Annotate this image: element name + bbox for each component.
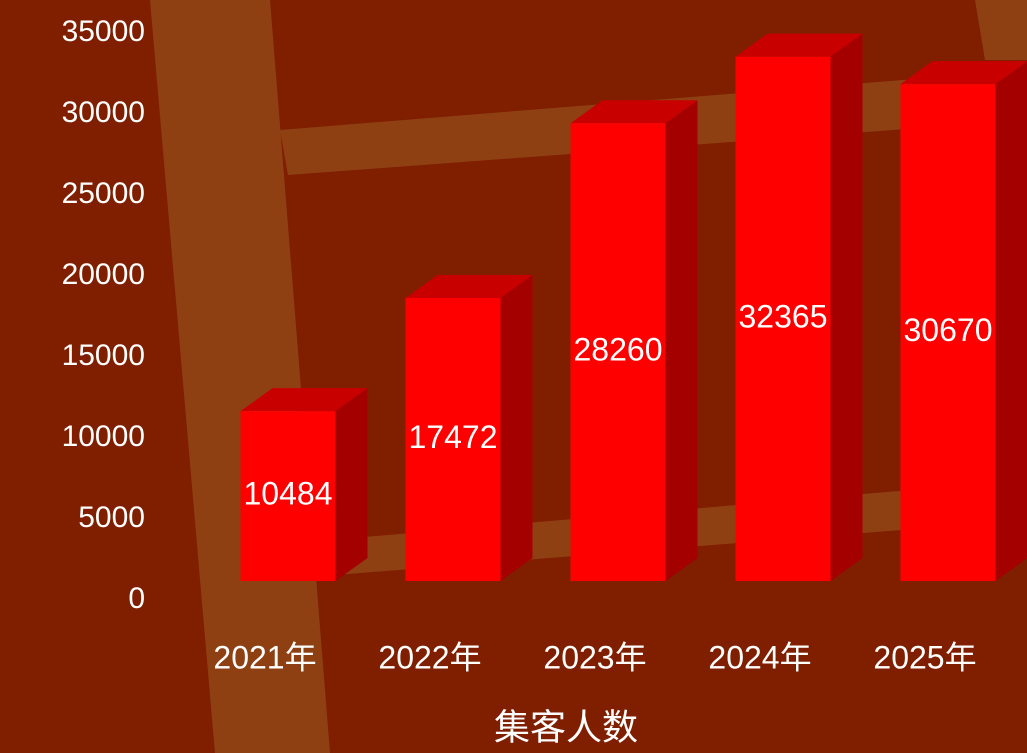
x-tick-label: 2024年 (708, 639, 811, 675)
x-tick-label: 2022年 (378, 639, 481, 675)
y-tick-label: 15000 (62, 339, 145, 372)
y-tick-label: 5000 (78, 501, 145, 534)
background-stripe (975, 0, 1027, 60)
y-tick-label: 35000 (62, 15, 145, 48)
bar-top (240, 388, 368, 412)
value-label: 17472 (409, 419, 498, 455)
bar-top (570, 100, 698, 124)
bar-top (405, 274, 533, 298)
bar-side (830, 33, 863, 581)
bar-side (500, 274, 533, 581)
bar-side (665, 100, 698, 582)
y-tick-label: 10000 (62, 420, 145, 453)
y-tick-label: 0 (128, 582, 145, 615)
bar-side (995, 61, 1027, 581)
bar-side (335, 388, 368, 581)
axis-title: 集客人数 (494, 707, 638, 748)
bar (405, 297, 501, 581)
y-tick-label: 20000 (62, 258, 145, 291)
value-label: 28260 (574, 332, 663, 368)
value-label: 10484 (244, 476, 333, 512)
x-tick-label: 2021年 (213, 639, 316, 675)
x-tick-label: 2025年 (873, 639, 976, 675)
value-label: 32365 (739, 298, 828, 334)
bar-top (900, 61, 1027, 85)
y-tick-label: 30000 (62, 96, 145, 129)
bar (735, 56, 831, 581)
bar-top (735, 33, 863, 57)
bar (240, 411, 336, 581)
value-label: 30670 (904, 312, 993, 348)
bar (570, 123, 666, 582)
bar (900, 84, 996, 581)
y-tick-label: 25000 (62, 177, 145, 210)
x-tick-label: 2023年 (543, 639, 646, 675)
